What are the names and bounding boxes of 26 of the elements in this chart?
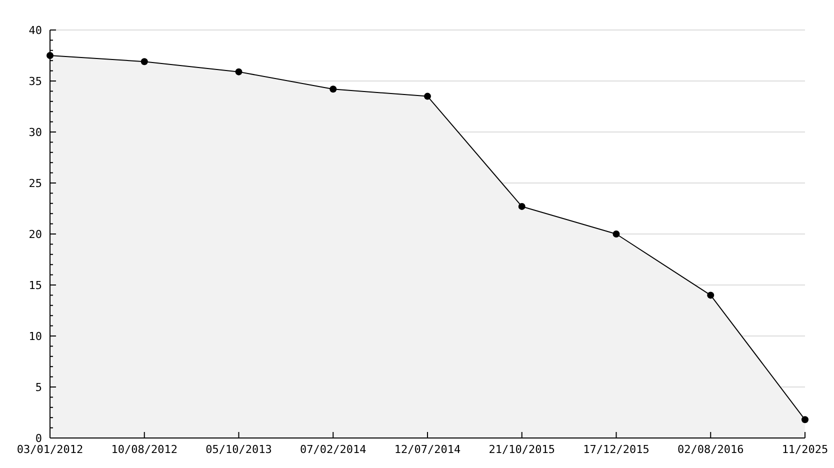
x-tick-label: 21/10/2015 bbox=[488, 443, 555, 456]
x-tick-label: 02/08/2016 bbox=[678, 443, 744, 456]
y-tick-label: 15 bbox=[28, 278, 42, 292]
point bbox=[235, 68, 242, 76]
point bbox=[140, 58, 148, 66]
y-tick-label: 0 bbox=[35, 432, 42, 445]
x-tick-label: 07/02/2014 bbox=[300, 443, 367, 456]
y-tick-label: 25 bbox=[28, 176, 42, 190]
y-tick-label: 40 bbox=[28, 24, 42, 37]
x-tick-label: 11/2025 bbox=[782, 443, 828, 456]
y-tick-label: 5 bbox=[35, 380, 42, 394]
x-tick-label: 03/01/2012 bbox=[16, 443, 84, 456]
x-tick-label: 05/10/2013 bbox=[206, 443, 272, 456]
point bbox=[424, 92, 431, 100]
y-tick-label: 10 bbox=[28, 330, 42, 343]
y-tick-label: 20 bbox=[28, 228, 42, 241]
point bbox=[707, 292, 714, 299]
point bbox=[802, 416, 808, 424]
x-tick-label: 17/12/2015 bbox=[583, 443, 650, 456]
point bbox=[330, 86, 337, 93]
point bbox=[518, 202, 526, 210]
x-tick-label: 10/08/2012 bbox=[111, 443, 178, 456]
x-tick-label: 12/07/2014 bbox=[394, 443, 461, 456]
y-tick-label: 35 bbox=[28, 74, 42, 88]
point bbox=[612, 230, 620, 238]
y-tick-label: 30 bbox=[28, 126, 42, 139]
